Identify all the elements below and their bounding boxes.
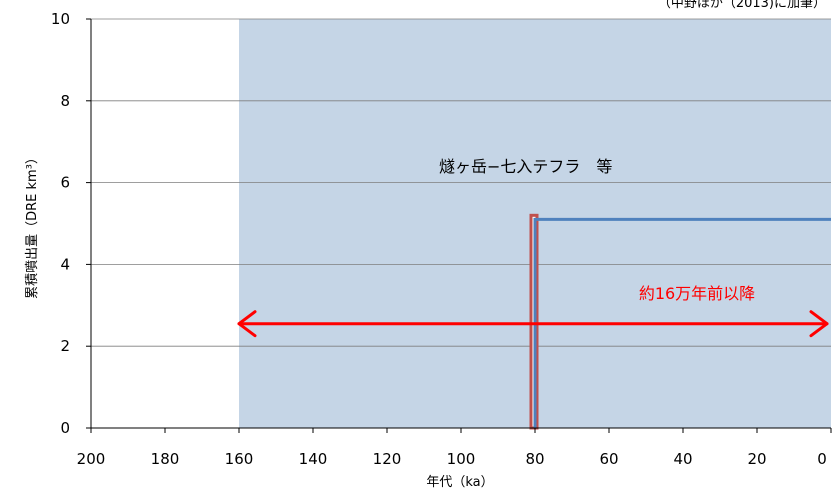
tephra-annotation: 燧ヶ岳−七入テフラ 等	[439, 157, 612, 176]
period-arrow-head-right	[809, 310, 829, 338]
period-annotation: 約16万年前以降	[639, 284, 755, 303]
source-note: （中野ほか（2013)に加筆）	[658, 0, 826, 11]
axes	[86, 18, 832, 433]
x-tick-label: 60	[599, 450, 618, 468]
period-arrow	[237, 310, 829, 338]
x-tick-label: 120	[373, 450, 402, 468]
y-tick-label: 4	[60, 255, 70, 273]
x-tick-label: 0	[817, 450, 827, 468]
y-tick-label: 2	[60, 337, 70, 355]
y-tick-label: 6	[60, 174, 70, 192]
x-tick-label: 40	[673, 450, 692, 468]
cumulative-volume-line	[533, 217, 831, 428]
gridlines	[91, 18, 831, 347]
y-tick-label: 10	[51, 10, 70, 28]
x-tick-label: 20	[747, 450, 766, 468]
x-axis-title: 年代（ka）	[426, 475, 493, 490]
y-tick-label: 0	[60, 419, 70, 437]
x-tick-label: 180	[151, 450, 180, 468]
x-tick-label: 100	[447, 450, 476, 468]
x-tick-label: 160	[225, 450, 254, 468]
plot-background-layer	[91, 19, 831, 428]
x-tick-label: 140	[299, 450, 328, 468]
x-tick-label: 200	[77, 450, 106, 468]
period-arrow-head-left	[237, 310, 257, 338]
x-tick-label: 80	[525, 450, 544, 468]
y-tick-label: 8	[60, 92, 70, 110]
y-axis-title: 累積噴出量（DRE km³）	[25, 151, 40, 299]
